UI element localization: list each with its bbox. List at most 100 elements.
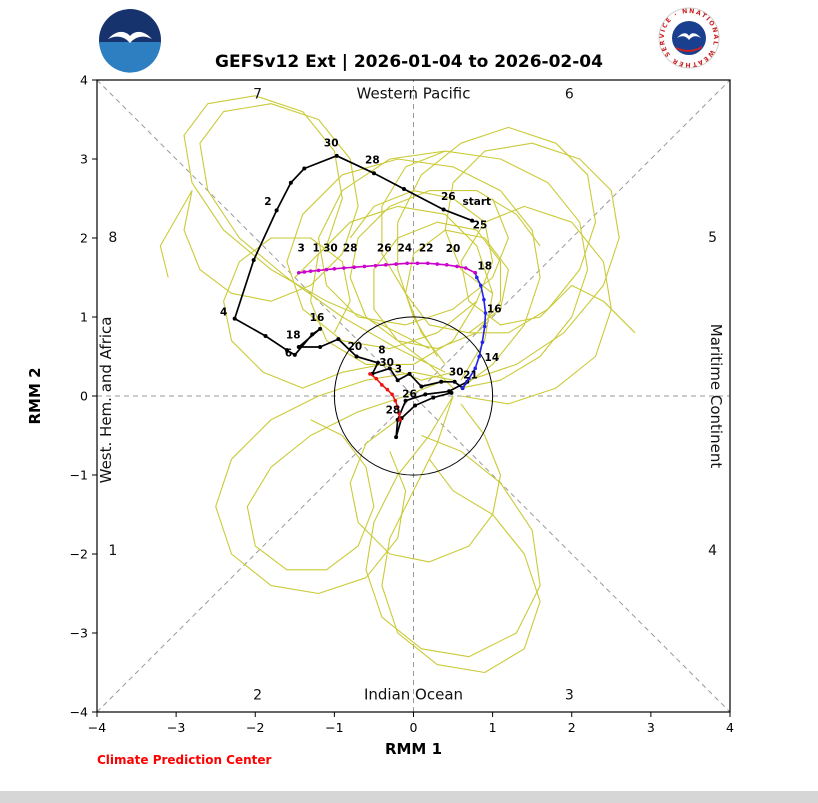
region-labels: Western Pacific Indian Ocean West. Hem. an… xyxy=(97,84,725,703)
forecast-point xyxy=(394,262,398,266)
forecast-point xyxy=(475,275,479,280)
date-label: 2 xyxy=(264,196,271,208)
forecast-point xyxy=(397,411,402,416)
date-label: 18 xyxy=(286,329,301,341)
region-label: West. Hem. and Africa xyxy=(97,317,115,484)
phase-label: 4 xyxy=(708,543,717,559)
forecast-point xyxy=(482,297,486,302)
observed-point xyxy=(387,366,392,371)
forecast-point xyxy=(390,392,394,397)
phase-labels: 7 68 51 42 3 xyxy=(108,86,717,703)
observed-point xyxy=(452,379,457,384)
ensemble-traces xyxy=(159,95,636,674)
observed-line xyxy=(233,154,473,438)
observed-point xyxy=(263,333,268,338)
region-label: Western Pacific xyxy=(357,84,471,102)
observed-point xyxy=(423,392,428,397)
date-label: 22 xyxy=(419,242,434,254)
forecast-point xyxy=(435,262,440,266)
date-label: 18 xyxy=(477,261,492,273)
phase-label: 5 xyxy=(708,230,717,246)
y-axis-label: RMM 2 xyxy=(26,367,44,424)
phase-label: 1 xyxy=(108,543,117,559)
date-label: 28 xyxy=(365,155,380,167)
forecast-point xyxy=(482,324,487,329)
forecast-point xyxy=(444,263,449,267)
forecast-point xyxy=(477,354,481,359)
date-label: 16 xyxy=(310,312,325,324)
ensemble-member-trace xyxy=(159,103,446,373)
axis-ticks xyxy=(92,79,731,717)
observed-point xyxy=(288,180,293,185)
forecast-point xyxy=(373,263,378,268)
noaa-logo xyxy=(96,6,164,74)
phase-label: 3 xyxy=(565,688,574,704)
unit-circle xyxy=(333,316,494,476)
y-tick-label: −4 xyxy=(70,705,88,720)
forecast-point xyxy=(362,264,367,269)
date-label: 30 xyxy=(324,137,339,149)
phase-label: 6 xyxy=(565,86,574,102)
ensemble-member-trace xyxy=(286,158,541,389)
ensemble-member-trace xyxy=(365,395,541,658)
y-tick-label: 1 xyxy=(80,310,88,325)
x-tick-label: −3 xyxy=(167,720,185,735)
date-label: 20 xyxy=(446,243,461,255)
noaa-logo-sea xyxy=(99,42,161,73)
forecast-point xyxy=(342,266,346,270)
forecast-point xyxy=(463,266,468,270)
date-label: 6 xyxy=(285,348,292,360)
ensemble-member-trace xyxy=(381,395,541,674)
observed-point xyxy=(470,218,475,223)
observed-point xyxy=(354,354,359,359)
observed-point xyxy=(232,316,237,321)
ensemble-member-trace xyxy=(317,150,589,389)
ensemble-member-trace xyxy=(183,95,430,350)
phase-label: 2 xyxy=(253,688,262,704)
forecast-point xyxy=(324,267,329,272)
observed-point xyxy=(403,398,408,403)
observed-track xyxy=(232,153,475,440)
forecast-segment-magenta xyxy=(296,261,478,275)
date-label: 26 xyxy=(402,389,417,401)
x-axis-label: RMM 1 xyxy=(385,740,442,758)
nws-logo-gull-icon xyxy=(677,33,701,40)
observed-point xyxy=(251,258,256,263)
date-label: 26 xyxy=(377,242,392,254)
observed-point xyxy=(431,395,436,400)
forecast-segment-blue xyxy=(460,270,488,390)
date-label: 30 xyxy=(323,242,338,254)
observed-point xyxy=(296,345,301,350)
date-label: 1 xyxy=(313,242,320,254)
ensemble-member-trace xyxy=(215,371,454,595)
cpc-credit: Climate Prediction Center xyxy=(97,753,272,767)
observed-point xyxy=(395,378,400,383)
observed-point xyxy=(439,379,444,384)
tick-labels: −4 −3 −2 −1 0 1 2 3 4 −4 −3 −2 −1 0 1 2 3 4 xyxy=(70,73,734,736)
nws-logo-swoosh xyxy=(676,46,702,52)
forecast-point xyxy=(483,311,488,315)
y-tick-label: −1 xyxy=(70,468,88,483)
x-tick-label: 3 xyxy=(647,720,655,735)
forecast-point xyxy=(467,376,471,381)
date-label: 30 xyxy=(379,357,394,369)
observed-point xyxy=(441,207,446,212)
observed-point xyxy=(274,208,279,213)
x-tick-label: 1 xyxy=(489,720,497,735)
observed-point xyxy=(402,187,407,192)
x-tick-label: 2 xyxy=(568,720,576,735)
forecast-point xyxy=(368,372,372,376)
date-label: 24 xyxy=(397,242,412,254)
forecast-point xyxy=(332,267,337,271)
date-label: 20 xyxy=(348,341,363,353)
ensemble-member-trace xyxy=(381,150,509,365)
date-label: 4 xyxy=(220,306,227,318)
date-label: 30 xyxy=(449,366,464,378)
date-label: 21 xyxy=(463,370,478,382)
ensemble-member-trace xyxy=(223,237,454,389)
forecast-point xyxy=(384,263,388,267)
forecast-point xyxy=(393,398,398,403)
forecast-point xyxy=(473,366,478,371)
